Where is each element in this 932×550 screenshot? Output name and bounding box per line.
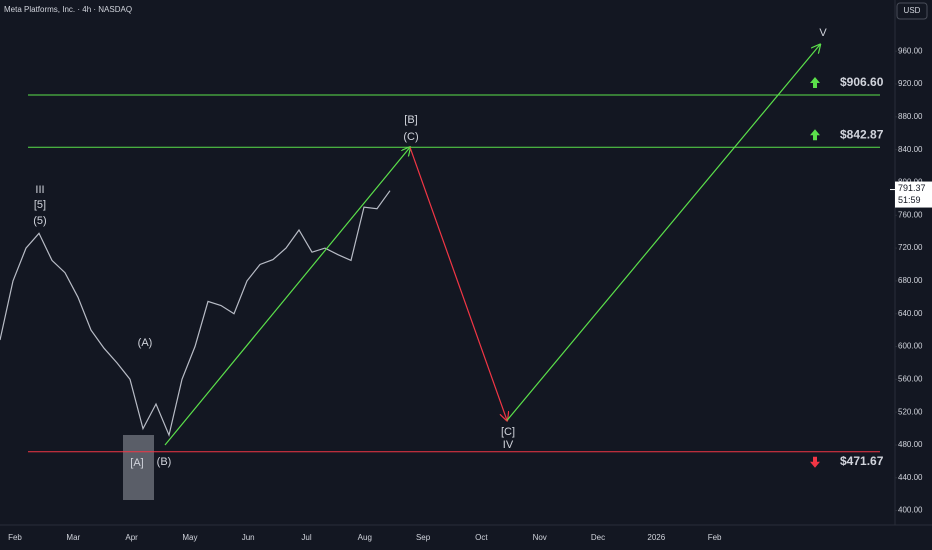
- projection-segment: [164, 147, 410, 446]
- x-tick-label: Feb: [8, 533, 22, 542]
- wave-label: IV: [503, 439, 514, 451]
- x-tick-label: Jun: [242, 533, 255, 542]
- x-tick-label: Aug: [358, 533, 372, 542]
- level-arrow: [810, 77, 820, 89]
- x-tick-label: Dec: [591, 533, 605, 542]
- wave-label: (A): [138, 337, 153, 349]
- x-tick-label: Sep: [416, 533, 431, 542]
- x-tick-label: 2026: [647, 533, 665, 542]
- y-tick-label: 560.00: [898, 374, 923, 383]
- y-tick-label: 520.00: [898, 407, 923, 416]
- wave-label: (5): [33, 215, 46, 227]
- wave-label: (C): [403, 131, 418, 143]
- y-tick-label: 480.00: [898, 440, 923, 449]
- level-label: $471.67: [840, 454, 884, 468]
- currency: USD: [904, 6, 921, 15]
- wave-label: [5]: [34, 199, 46, 211]
- x-tick-label: Mar: [66, 533, 80, 542]
- wave-label: [A]: [130, 457, 143, 469]
- y-tick-label: 440.00: [898, 473, 923, 482]
- projection-segment: [409, 147, 507, 420]
- y-tick-label: 760.00: [898, 210, 923, 219]
- level-label: $906.60: [840, 75, 884, 89]
- y-tick-label: 400.00: [898, 506, 923, 515]
- x-tick-label: Oct: [475, 533, 488, 542]
- y-tick-label: 640.00: [898, 309, 923, 318]
- y-tick-label: 600.00: [898, 342, 923, 351]
- y-tick-label: 960.00: [898, 46, 923, 55]
- currency-box: [896, 2, 928, 20]
- x-tick-label: May: [182, 533, 197, 542]
- y-tick-label: 720.00: [898, 243, 923, 252]
- wave-label: [B]: [404, 114, 417, 126]
- projection-segment: [506, 45, 820, 421]
- zone-box: [123, 435, 154, 500]
- x-tick-label: Feb: [708, 533, 722, 542]
- wave-label: (B): [157, 456, 172, 468]
- x-tick-label: Nov: [533, 533, 547, 542]
- level-arrow: [810, 129, 820, 141]
- x-tick-label: Apr: [125, 533, 138, 542]
- y-tick-label: 840.00: [898, 145, 923, 154]
- current-price: 791.37: [898, 183, 926, 193]
- level-arrow: [810, 456, 820, 468]
- wave-label: V: [819, 27, 827, 39]
- x-tick-label: Jul: [301, 533, 311, 542]
- price-line: [0, 190, 391, 438]
- countdown: 51:59: [898, 195, 921, 205]
- level-label: $842.87: [840, 127, 884, 141]
- current-price-box: [895, 181, 932, 208]
- y-tick-label: 920.00: [898, 79, 923, 88]
- wave-label: III: [35, 184, 44, 196]
- y-tick-label: 880.00: [898, 112, 923, 121]
- y-tick-label: 680.00: [898, 276, 923, 285]
- chart-title: Meta Platforms, Inc. · 4h · NASDAQ: [4, 5, 132, 14]
- wave-label: [C]: [501, 426, 515, 438]
